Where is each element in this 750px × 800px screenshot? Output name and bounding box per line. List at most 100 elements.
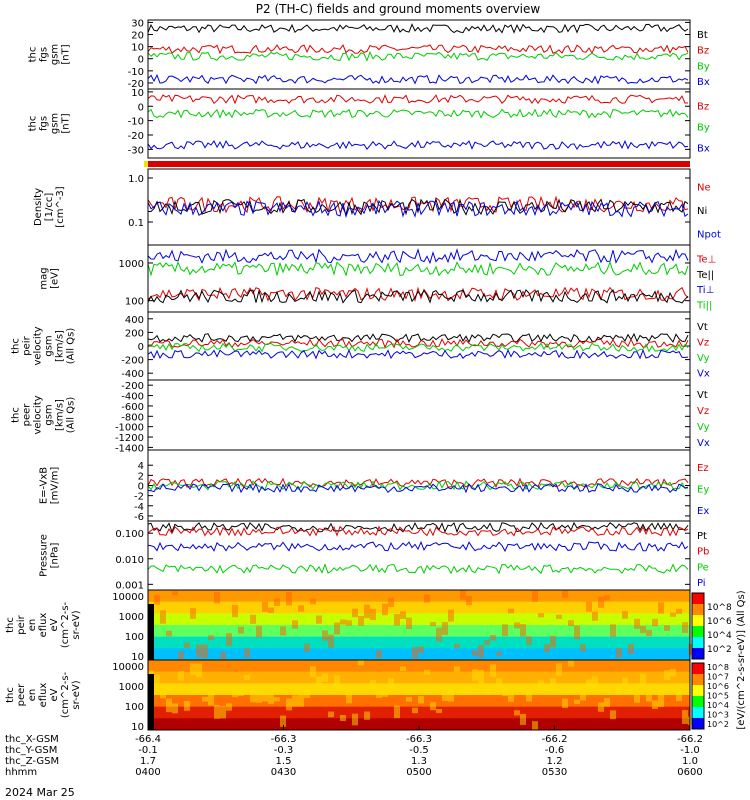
colorbar-band <box>692 637 704 648</box>
series-line-By <box>147 108 689 119</box>
series-line-Vz <box>147 338 689 349</box>
spectrogram-cell <box>670 669 676 677</box>
x-row-label: thc_X-GSM <box>5 734 59 745</box>
x-tick-label: 0430 <box>271 767 296 778</box>
spectrogram-cell <box>208 692 214 706</box>
y-tick-label: 400 <box>125 315 144 326</box>
spectrogram-cell <box>580 644 586 652</box>
spectrogram-cell <box>172 703 178 714</box>
spectrogram-cell <box>448 609 454 622</box>
spectrogram-cell <box>526 687 532 702</box>
legend-label: Ne <box>697 183 711 194</box>
legend-label: By <box>697 61 710 72</box>
panel-ylabel: thcfgsgsm[nT] <box>28 113 72 134</box>
y-tick-label: -400 <box>121 392 144 403</box>
panel-ylabel-line: thc <box>11 338 22 354</box>
spectrogram-cell <box>490 664 496 677</box>
spectrogram-cell <box>178 671 184 681</box>
spectrogram-cell <box>514 622 520 629</box>
spectrogram-cell <box>574 699 580 704</box>
series-line-Pt <box>147 521 689 534</box>
panel-ylabel-line: (All Qs) <box>66 328 77 365</box>
y-tick-label: -200 <box>121 356 144 367</box>
spectrogram-gap <box>148 674 154 730</box>
y-tick-label: 0.1 <box>128 218 144 229</box>
x-tick-label: -66.2 <box>542 734 568 745</box>
y-tick-label: 10000 <box>112 592 144 603</box>
legend-label: Vy <box>697 422 710 433</box>
panel-ylabel-line: [mV/m] <box>50 467 61 505</box>
spectrogram-cell <box>406 696 412 702</box>
y-tick-label: 0 <box>138 55 144 66</box>
spectrogram-cell <box>682 622 688 633</box>
spectrogram-cell <box>454 666 460 673</box>
series-line-Bz <box>147 43 689 55</box>
y-tick-label: 0.001 <box>115 580 144 591</box>
spectrogram-cell <box>154 594 160 605</box>
spectrogram-cell <box>682 710 688 724</box>
panel-frame <box>147 88 691 159</box>
colorbar-tick: 10^7 <box>707 673 729 682</box>
colorbar-band <box>692 718 704 729</box>
x-row-label: hhmm <box>5 767 37 778</box>
colorbar-tick: 10^6 <box>707 617 732 627</box>
spectrogram-band <box>148 648 690 661</box>
legend-label: Te|| <box>696 270 714 281</box>
panel-ylabel-line: thc <box>5 687 16 703</box>
spectrogram-cell <box>646 629 652 637</box>
series-line-Ez <box>147 477 689 489</box>
spectrogram-cell <box>166 630 172 637</box>
spectrogram-cell <box>544 685 550 692</box>
spectrogram-cell <box>238 626 244 634</box>
colorbar-tick: 10^4 <box>707 631 732 641</box>
spectrogram-cell <box>346 694 352 704</box>
spectrogram-cell <box>304 643 310 653</box>
legend-label: Vz <box>697 406 709 417</box>
y-tick-label: -400 <box>121 369 144 380</box>
colorbar-tick: 10^3 <box>707 711 729 720</box>
spectrogram-cell <box>286 698 292 711</box>
spectrogram-cell <box>586 601 592 612</box>
x-axis-group: thc_X-GSM -66.4 -66.3 -66.3 -66.2 -66.2 thc_Y-… <box>5 725 703 778</box>
spectrogram-cell <box>172 591 178 596</box>
spectrogram-cell <box>628 686 634 694</box>
panel-ylabel-line: eflux <box>38 613 49 638</box>
series-line-Ti⊥ <box>147 248 689 265</box>
spectrogram-cell <box>214 592 220 604</box>
spectrogram-cell <box>160 610 166 624</box>
panel-ylabel-line: en <box>27 619 38 632</box>
colorbar-band <box>692 593 704 604</box>
panel-ylabel-line: [nT] <box>61 113 72 133</box>
spectrogram-cell <box>658 602 664 614</box>
spectrogram-cell <box>394 705 400 719</box>
spectrogram-cell <box>304 689 310 698</box>
spectrogram-cell <box>160 692 166 699</box>
x-tick-label: -66.2 <box>677 734 703 745</box>
panel-ylabel-line: Pressure <box>39 534 50 577</box>
spectrogram-cell <box>280 715 286 727</box>
spectrogram-cell <box>298 605 304 612</box>
panel-ylabel: mag[eV] <box>39 267 61 289</box>
spectrogram-cell <box>358 660 364 666</box>
spectrogram-cell <box>556 663 562 676</box>
legend-label: Ez <box>697 463 709 474</box>
spectrogram-cell <box>166 698 172 713</box>
panels-group: thcfgsgsm[nT]3020100-10-20BtBzByBxthcfgs… <box>5 18 747 733</box>
spectrogram-cell <box>652 700 658 709</box>
spectrogram-cell <box>442 692 448 702</box>
panel-ylabel-line: fgs <box>39 47 50 62</box>
spectrogram-cell <box>328 634 334 648</box>
spectrogram-cell <box>502 624 508 637</box>
spectrogram-cell <box>262 692 268 702</box>
spectrogram-cell <box>268 693 274 704</box>
y-tick-label: -10 <box>128 67 144 78</box>
spectrogram-cell <box>364 711 370 720</box>
panel-2: thcfgsgsm[nT] 10 0 -10 -20 -30 Bz By Bx <box>28 88 710 159</box>
panel-ylabel-line: thc <box>11 407 22 423</box>
colorbar-band <box>692 663 704 674</box>
y-tick-label: 0 <box>138 482 144 493</box>
spectrogram-cell <box>478 644 484 658</box>
spectrogram-cell <box>220 652 226 660</box>
spectrogram-cell <box>484 689 490 695</box>
